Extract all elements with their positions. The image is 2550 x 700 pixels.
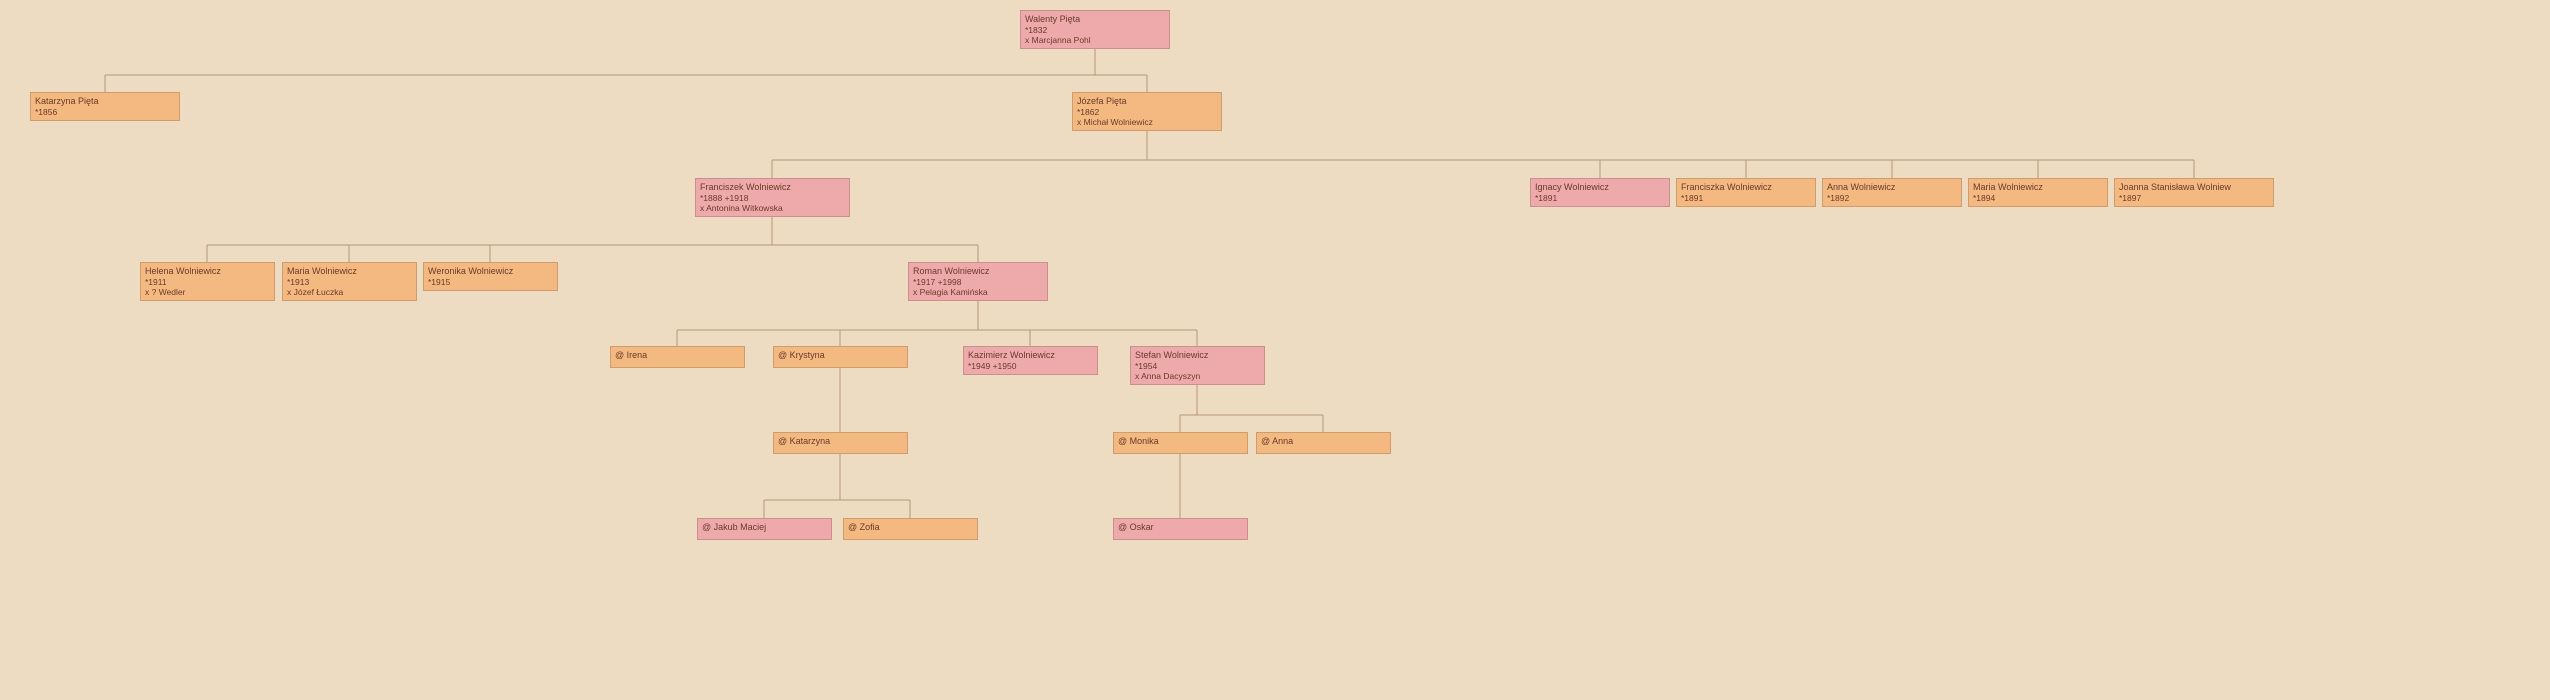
node-name: Helena Wolniewicz: [145, 266, 270, 277]
node-name: Katarzyna Pięta: [35, 96, 175, 107]
node-name: @ Katarzyna: [778, 436, 903, 447]
tree-node-franciszek[interactable]: Franciszek Wolniewicz*1888 +1918x Antoni…: [695, 178, 850, 217]
tree-node-maria_1913[interactable]: Maria Wolniewicz*1913x Józef Łuczka: [282, 262, 417, 301]
tree-node-jakub[interactable]: @ Jakub Maciej: [697, 518, 832, 540]
node-name: Roman Wolniewicz: [913, 266, 1043, 277]
node-subline: *1892: [1827, 193, 1957, 203]
node-subline: x Michał Wolniewicz: [1077, 117, 1217, 127]
tree-node-krystyna[interactable]: @ Krystyna: [773, 346, 908, 368]
node-subline: *1913: [287, 277, 412, 287]
node-subline: *1832: [1025, 25, 1165, 35]
tree-node-katarzyna_pieta[interactable]: Katarzyna Pięta*1856: [30, 92, 180, 121]
tree-node-roman[interactable]: Roman Wolniewicz*1917 +1998x Pelagia Kam…: [908, 262, 1048, 301]
tree-node-stefan[interactable]: Stefan Wolniewicz*1954x Anna Dacyszyn: [1130, 346, 1265, 385]
node-subline: x Antonina Witkowska: [700, 203, 845, 213]
node-subline: *1888 +1918: [700, 193, 845, 203]
node-subline: *1911: [145, 277, 270, 287]
node-name: @ Zofia: [848, 522, 973, 533]
node-subline: x Pelagia Kamińska: [913, 287, 1043, 297]
tree-node-walenty[interactable]: Walenty Pięta*1832x Marcjanna Pohl: [1020, 10, 1170, 49]
node-subline: *1917 +1998: [913, 277, 1043, 287]
node-subline: x Anna Dacyszyn: [1135, 371, 1260, 381]
tree-node-helena[interactable]: Helena Wolniewicz*1911x ? Wedler: [140, 262, 275, 301]
node-name: Józefa Pięta: [1077, 96, 1217, 107]
node-subline: x ? Wedler: [145, 287, 270, 297]
node-subline: *1897: [2119, 193, 2269, 203]
tree-node-franciszka[interactable]: Franciszka Wolniewicz*1891: [1676, 178, 1816, 207]
tree-node-kazimierz[interactable]: Kazimierz Wolniewicz*1949 +1950: [963, 346, 1098, 375]
node-name: Joanna Stanisława Wolniew: [2119, 182, 2269, 193]
node-subline: x Józef Łuczka: [287, 287, 412, 297]
node-subline: *1954: [1135, 361, 1260, 371]
tree-node-joanna[interactable]: Joanna Stanisława Wolniew*1897: [2114, 178, 2274, 207]
node-subline: *1891: [1535, 193, 1665, 203]
tree-node-anna_woln[interactable]: Anna Wolniewicz*1892: [1822, 178, 1962, 207]
node-name: @ Anna: [1261, 436, 1386, 447]
node-name: @ Irena: [615, 350, 740, 361]
node-subline: *1856: [35, 107, 175, 117]
node-name: Kazimierz Wolniewicz: [968, 350, 1093, 361]
node-subline: *1949 +1950: [968, 361, 1093, 371]
tree-node-katarzyna_at[interactable]: @ Katarzyna: [773, 432, 908, 454]
tree-node-anna_at[interactable]: @ Anna: [1256, 432, 1391, 454]
node-subline: *1891: [1681, 193, 1811, 203]
node-subline: *1862: [1077, 107, 1217, 117]
tree-node-weronika[interactable]: Weronika Wolniewicz*1915: [423, 262, 558, 291]
tree-node-maria_woln_1894[interactable]: Maria Wolniewicz*1894: [1968, 178, 2108, 207]
node-name: Anna Wolniewicz: [1827, 182, 1957, 193]
node-name: Franciszek Wolniewicz: [700, 182, 845, 193]
node-name: Maria Wolniewicz: [287, 266, 412, 277]
node-name: Franciszka Wolniewicz: [1681, 182, 1811, 193]
node-name: @ Oskar: [1118, 522, 1243, 533]
node-subline: *1894: [1973, 193, 2103, 203]
tree-node-oskar[interactable]: @ Oskar: [1113, 518, 1248, 540]
node-name: Maria Wolniewicz: [1973, 182, 2103, 193]
tree-node-zofia[interactable]: @ Zofia: [843, 518, 978, 540]
node-name: @ Krystyna: [778, 350, 903, 361]
node-subline: x Marcjanna Pohl: [1025, 35, 1165, 45]
node-name: Weronika Wolniewicz: [428, 266, 553, 277]
connector-lines: [0, 0, 2550, 700]
tree-node-jozefa[interactable]: Józefa Pięta*1862x Michał Wolniewicz: [1072, 92, 1222, 131]
tree-node-monika[interactable]: @ Monika: [1113, 432, 1248, 454]
node-name: Walenty Pięta: [1025, 14, 1165, 25]
tree-node-irena[interactable]: @ Irena: [610, 346, 745, 368]
tree-node-ignacy[interactable]: Ignacy Wolniewicz*1891: [1530, 178, 1670, 207]
node-name: Stefan Wolniewicz: [1135, 350, 1260, 361]
node-name: @ Monika: [1118, 436, 1243, 447]
node-name: Ignacy Wolniewicz: [1535, 182, 1665, 193]
node-name: @ Jakub Maciej: [702, 522, 827, 533]
node-subline: *1915: [428, 277, 553, 287]
